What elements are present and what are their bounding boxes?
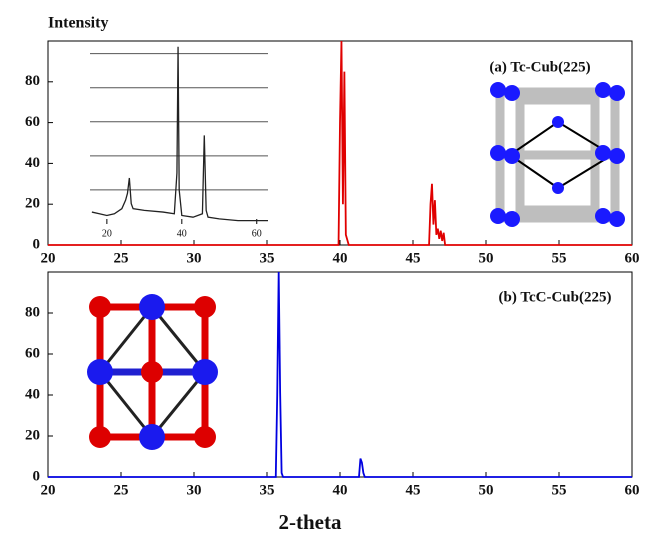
- y-tick-label: 80: [25, 304, 40, 320]
- y-tick-label: 40: [25, 155, 40, 171]
- annotation: (b) TcC-Cub(225): [499, 289, 612, 305]
- y-tick-label: 0: [33, 236, 41, 252]
- y-tick-label: 20: [25, 427, 40, 443]
- x-tick-label: 35: [260, 250, 275, 266]
- x-tick-label: 60: [625, 482, 640, 498]
- y-axis-label: Intensity: [48, 15, 108, 32]
- x-tick-label: 25: [114, 482, 129, 498]
- data-line: [91, 46, 268, 222]
- x-tick-label: 35: [260, 482, 275, 498]
- x-tick-label: 40: [333, 482, 348, 498]
- x-tick-label: 25: [114, 250, 129, 266]
- x-tick-label: 40: [177, 228, 187, 239]
- x-axis-label: 2-theta: [279, 510, 342, 534]
- x-tick-label: 60: [252, 228, 262, 239]
- x-tick-label: 55: [552, 482, 567, 498]
- x-tick-label: 50: [479, 250, 494, 266]
- y-tick-label: 20: [25, 196, 40, 212]
- x-tick-label: 45: [406, 482, 421, 498]
- crystal-structure-b: [87, 294, 218, 450]
- x-tick-label: 60: [625, 250, 640, 266]
- x-tick-label: 20: [41, 482, 56, 498]
- annotation: (a) Tc-Cub(225): [489, 59, 590, 75]
- x-tick-label: 50: [479, 482, 494, 498]
- crystal-structure-a: [490, 82, 625, 227]
- x-tick-label: 20: [41, 250, 56, 266]
- x-tick-label: 30: [187, 250, 202, 266]
- x-tick-label: 45: [406, 250, 421, 266]
- data-line: [48, 40, 632, 246]
- x-tick-label: 40: [333, 250, 348, 266]
- y-tick-label: 60: [25, 114, 40, 130]
- y-tick-label: 60: [25, 345, 40, 361]
- y-tick-label: 40: [25, 386, 40, 402]
- x-tick-label: 55: [552, 250, 567, 266]
- y-tick-label: 0: [33, 468, 41, 484]
- data-line: [48, 271, 632, 478]
- x-tick-label: 30: [187, 482, 202, 498]
- x-tick-label: 20: [102, 228, 112, 239]
- y-tick-label: 80: [25, 73, 40, 89]
